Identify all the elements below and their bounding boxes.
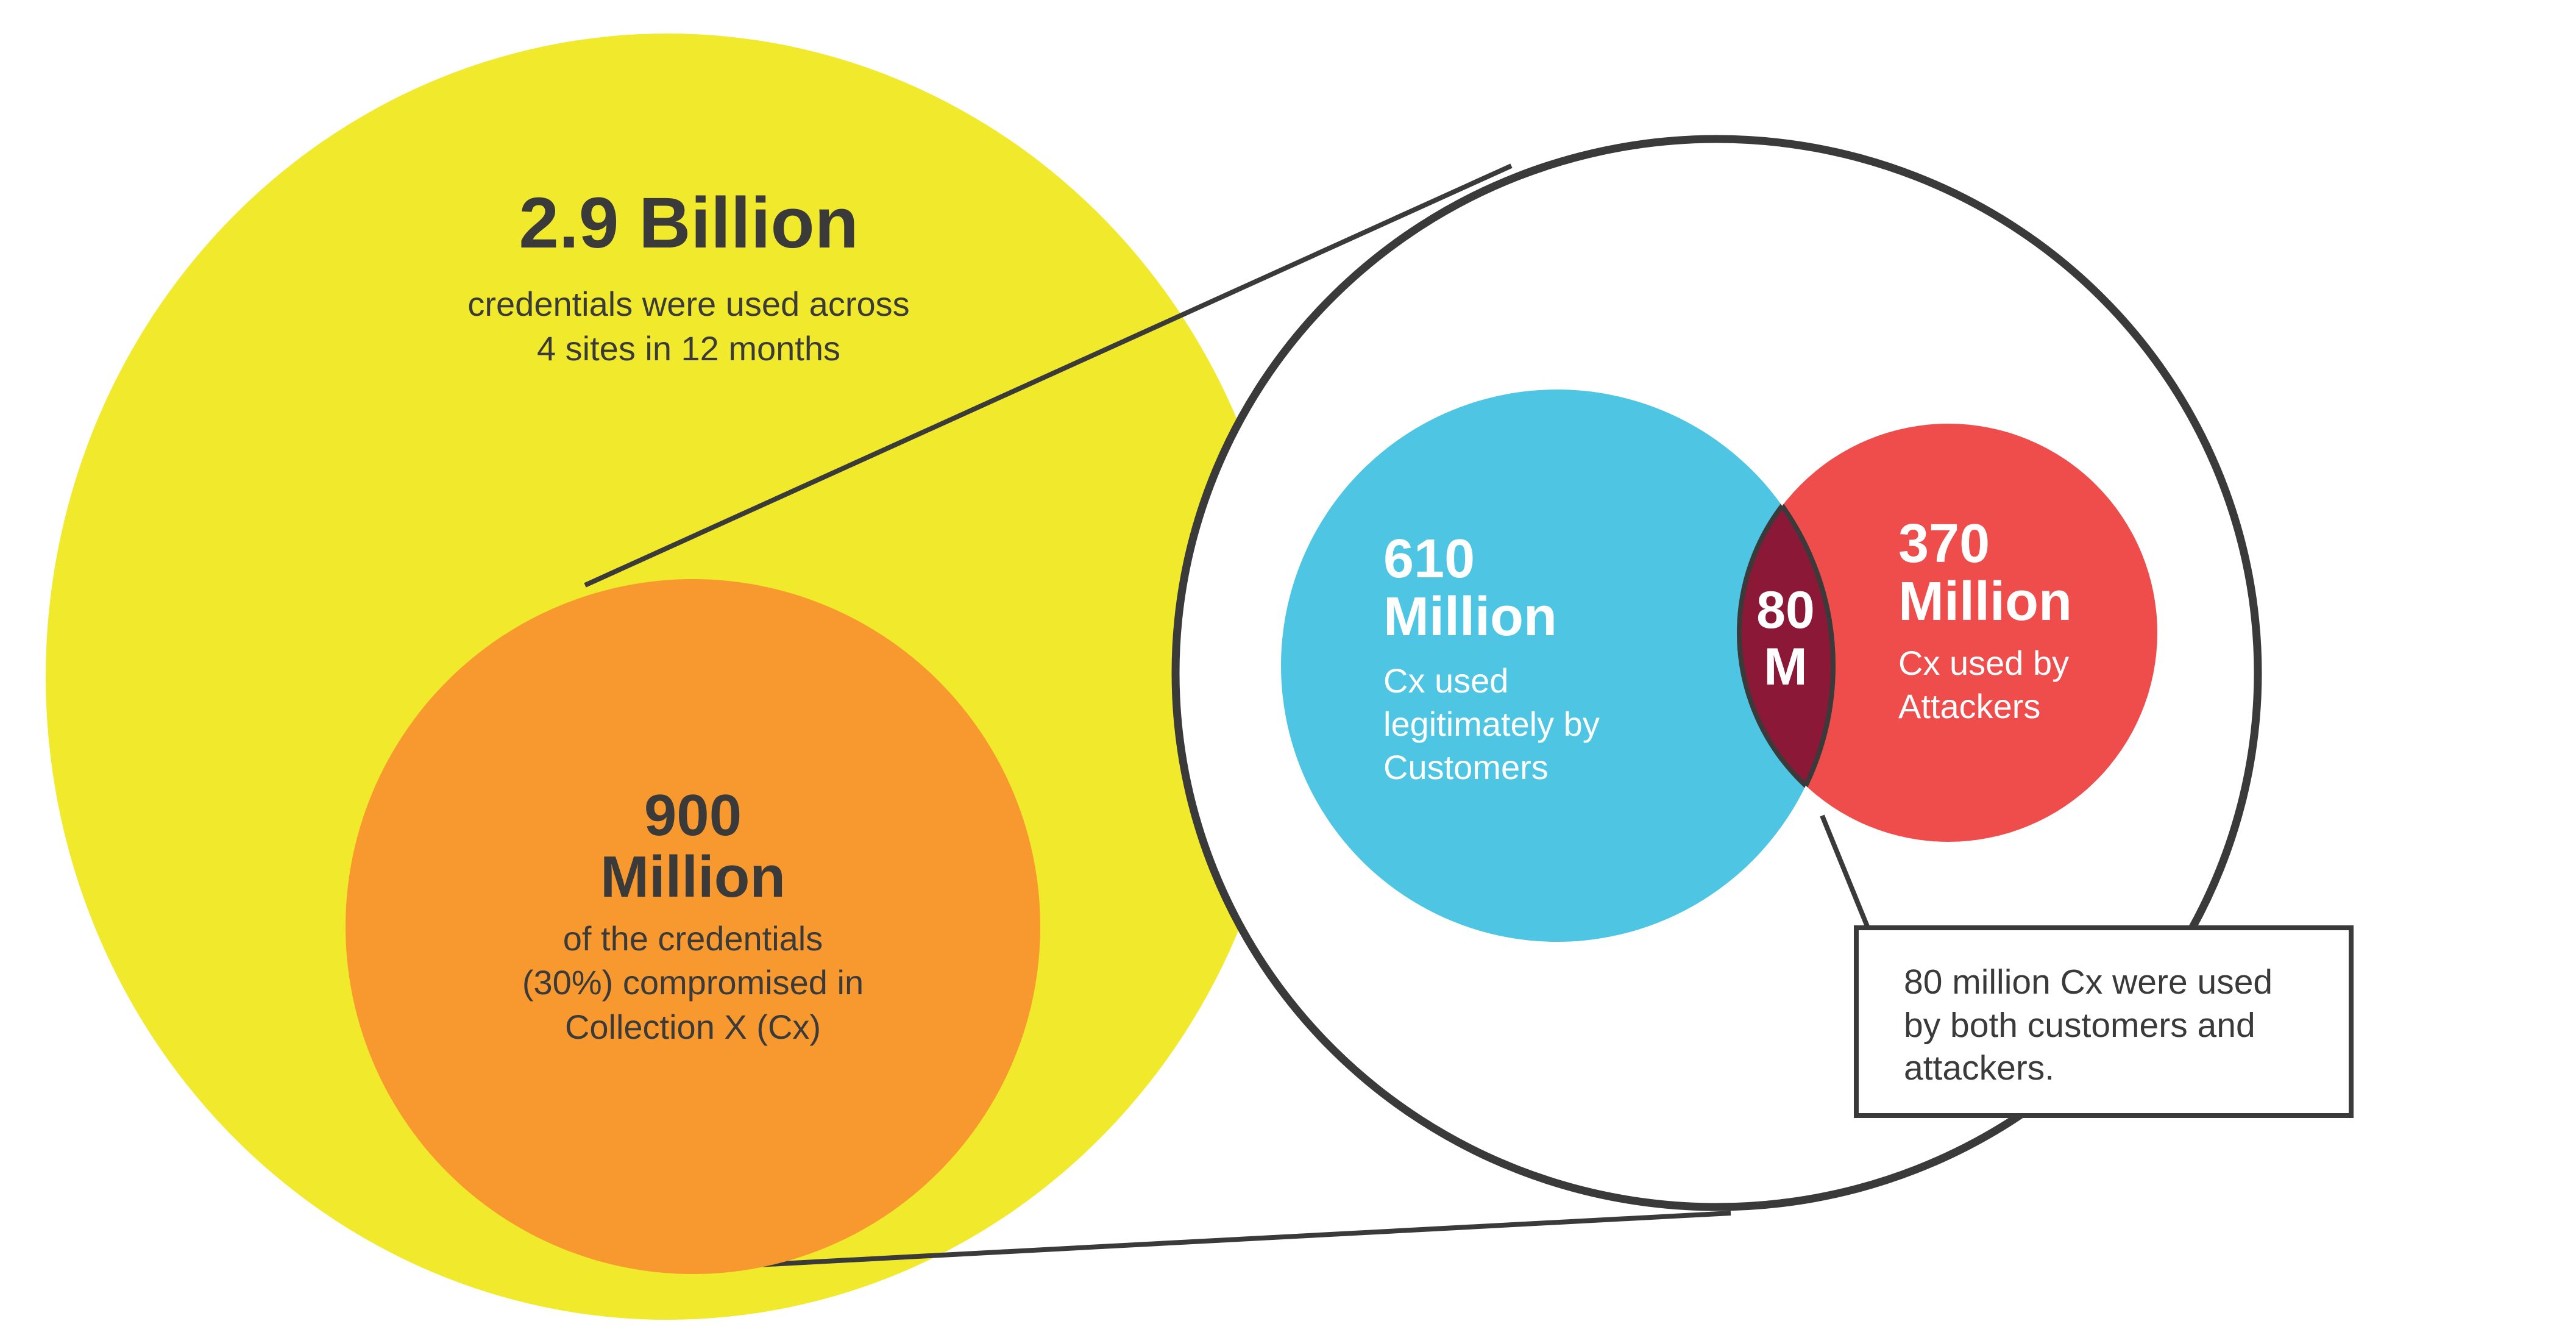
attackers-caption-line: Cx used by — [1898, 644, 2070, 682]
customers-value: 610 Million — [1383, 530, 1700, 646]
outer-caption-line: credentials were used across — [467, 284, 910, 323]
customers-value-line: Million — [1383, 586, 1557, 647]
overlap-outline-customers — [1739, 424, 1836, 842]
attackers-label: 370 Million Cx used by Attackers — [1898, 515, 2154, 728]
attackers-value-line: 370 — [1898, 513, 1990, 574]
customers-value-line: 610 — [1383, 529, 1475, 589]
subset-caption-line: (30%) compromised in — [522, 963, 864, 1002]
outer-caption-line: 4 sites in 12 months — [536, 329, 841, 368]
subset-value: 900 Million — [449, 785, 937, 908]
callout-text: 80 million Cx were used by both customer… — [1904, 961, 2330, 1090]
outer-value: 2.9 Billion — [519, 183, 859, 263]
subset-caption-line: of the credentials — [562, 919, 823, 958]
subset-circle — [346, 579, 1040, 1274]
zoom-line-bottom — [700, 1211, 1731, 1270]
subset-caption: of the credentials (30%) compromised in … — [449, 917, 937, 1050]
customers-caption-line: legitimately by — [1383, 705, 1600, 744]
callout-box: 80 million Cx were used by both customer… — [1854, 925, 2354, 1118]
overlap-outline-attackers — [1737, 421, 1833, 844]
customers-caption-line: Cx used — [1383, 661, 1509, 700]
attackers-circle — [1739, 424, 2157, 842]
callout-line: by both customers and — [1904, 1005, 2255, 1045]
subset-value-line: Million — [600, 844, 786, 910]
customers-circle — [1281, 390, 1833, 942]
outer-label: 2.9 Billion credentials were used across… — [420, 183, 957, 371]
attackers-caption-line: Attackers — [1898, 687, 2041, 726]
subset-label: 900 Million of the credentials (30%) com… — [449, 785, 937, 1050]
attackers-value: 370 Million — [1898, 515, 2154, 630]
attackers-value-line: Million — [1898, 571, 2072, 632]
callout-line: attackers. — [1904, 1048, 2055, 1088]
customers-caption-line: Customers — [1383, 748, 1549, 787]
customers-caption: Cx used legitimately by Customers — [1383, 659, 1700, 789]
outer-caption: credentials were used across 4 sites in … — [420, 282, 957, 371]
zoom-line-top — [584, 163, 1513, 588]
overlap-value-line: M — [1764, 637, 1808, 696]
overlap-label: 80 M — [1725, 582, 1847, 696]
callout-line: 80 million Cx were used — [1904, 963, 2273, 1002]
attackers-caption: Cx used by Attackers — [1898, 641, 2154, 728]
subset-caption-line: Collection X (Cx) — [564, 1008, 821, 1047]
subset-value-line: 900 — [644, 783, 742, 848]
callout-pointer — [1820, 814, 1870, 929]
overlap-value-line: 80 — [1756, 581, 1815, 639]
customers-label: 610 Million Cx used legitimately by Cust… — [1383, 530, 1700, 789]
